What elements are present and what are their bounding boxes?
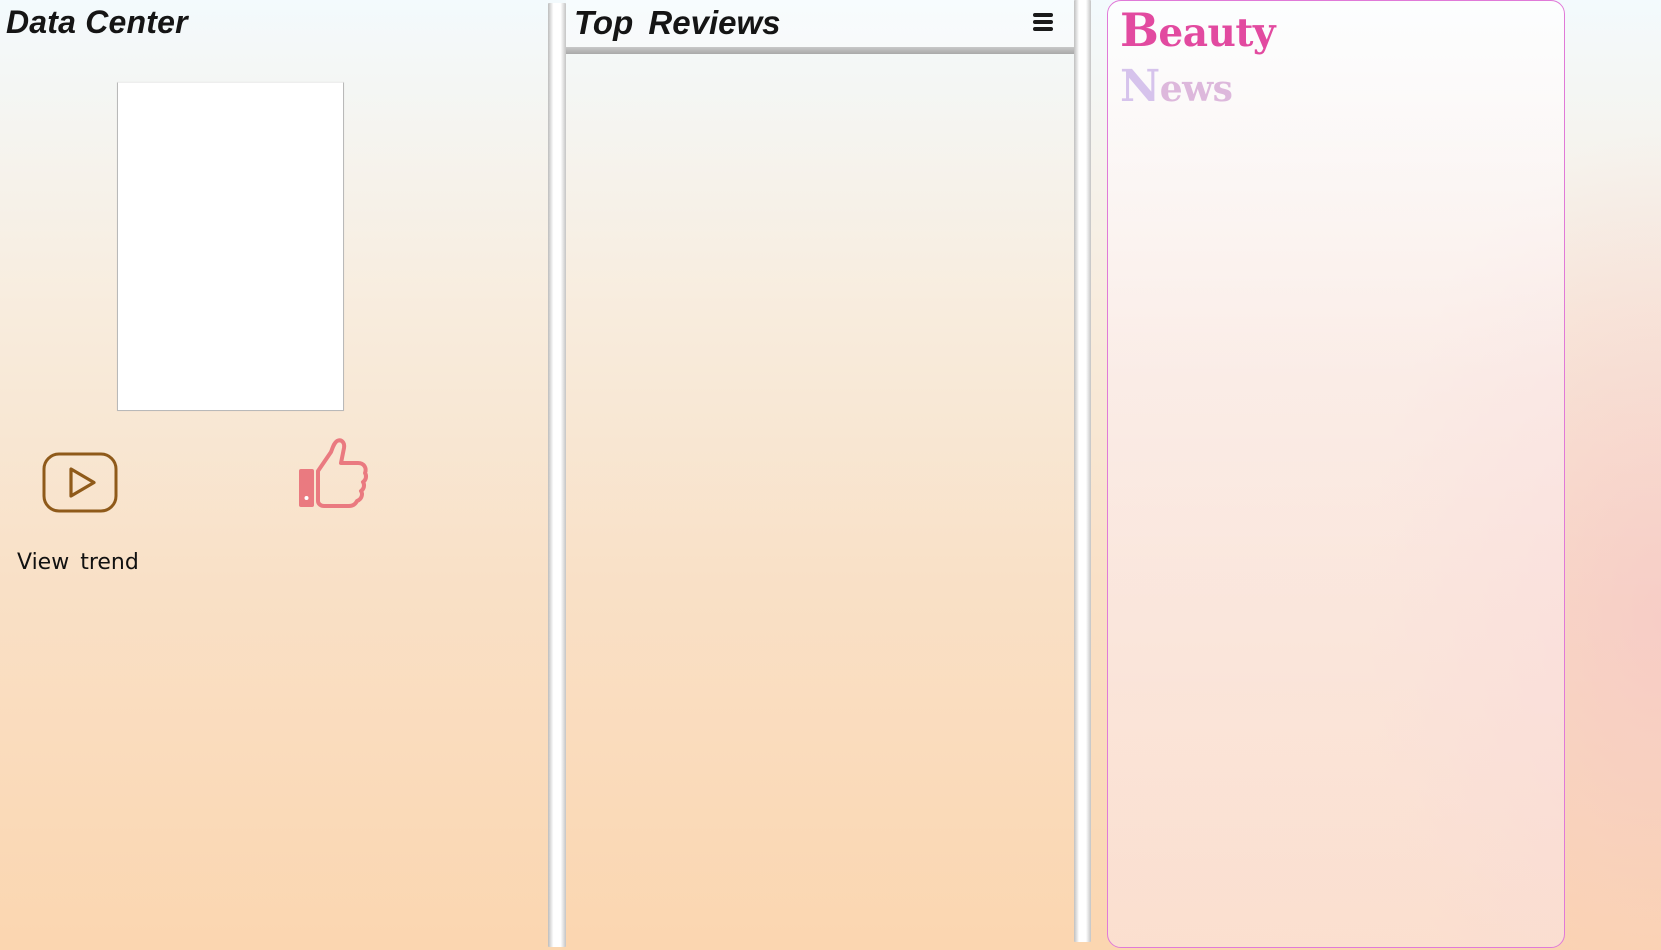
beauty-title-initial: B: [1120, 3, 1159, 57]
play-button[interactable]: [42, 452, 118, 513]
beauty-news-panel: Beauty News: [1107, 0, 1565, 948]
top-reviews-title: Top Reviews: [574, 4, 781, 41]
news-title-rest: ews: [1159, 68, 1233, 110]
top-reviews-panel: Top Reviews: [548, 0, 1091, 948]
view-trend-link[interactable]: View trend: [17, 550, 139, 575]
beauty-title-rest: eauty: [1158, 10, 1276, 56]
right-scroll-rail[interactable]: [1074, 0, 1091, 942]
thumbs-up-icon: [299, 438, 369, 508]
data-center-title: Data Center: [6, 4, 188, 40]
menu-icon: [1033, 13, 1053, 31]
like-button[interactable]: [297, 437, 369, 513]
play-icon: [42, 452, 118, 513]
menu-button[interactable]: [1031, 11, 1055, 33]
beauty-news-title-line2: News: [1120, 61, 1233, 112]
beauty-news-title-line1: Beauty: [1120, 3, 1276, 57]
data-center-card: [117, 82, 344, 411]
top-reviews-header: [566, 0, 1074, 50]
header-divider: [566, 47, 1074, 54]
left-scroll-rail[interactable]: [548, 3, 566, 947]
news-title-initial: N: [1120, 61, 1160, 112]
